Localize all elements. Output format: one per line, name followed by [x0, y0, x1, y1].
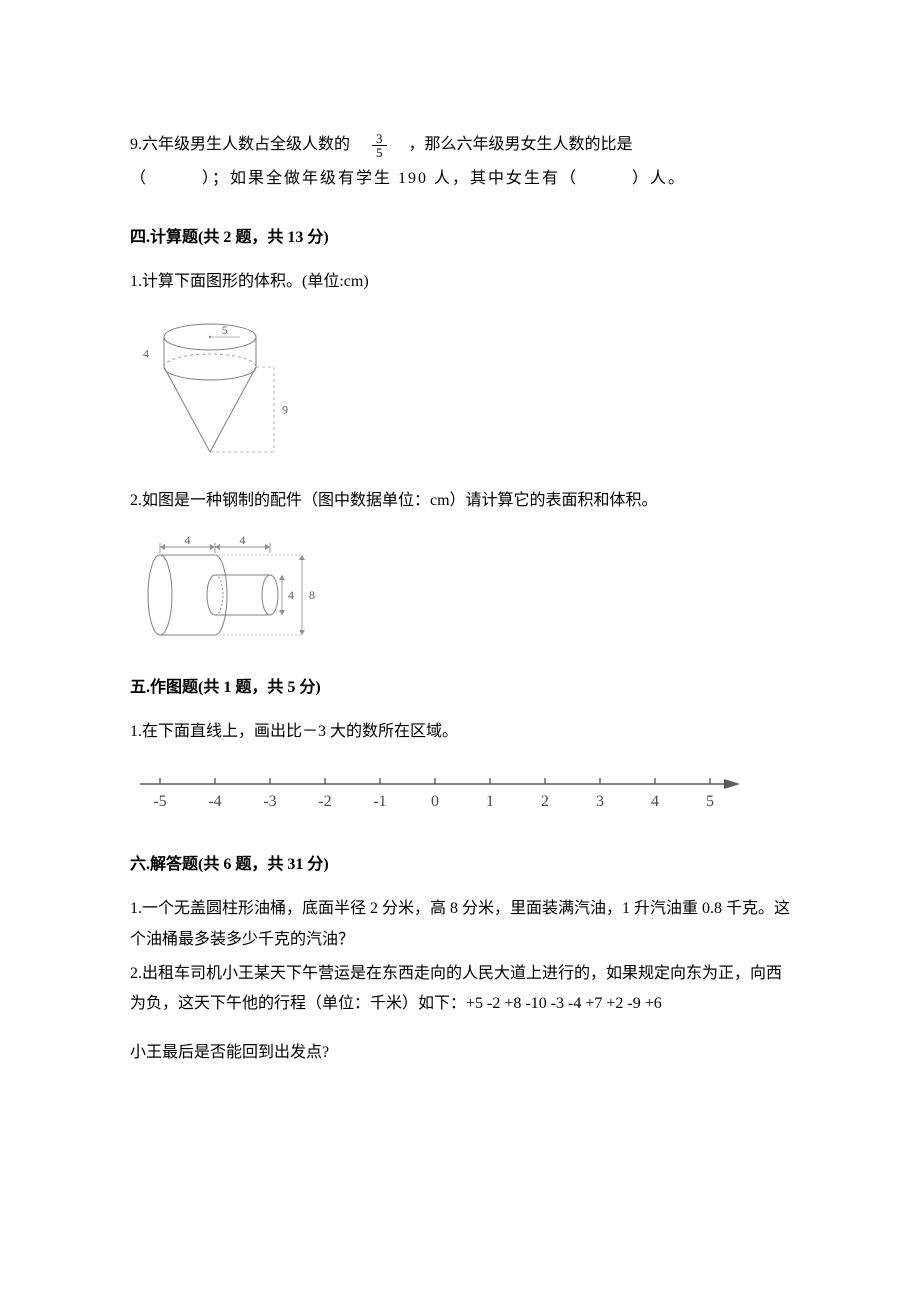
- svg-text:-5: -5: [153, 793, 166, 810]
- svg-text:5: 5: [222, 323, 228, 337]
- svg-text:-1: -1: [373, 793, 386, 810]
- q3-9-line2: （ ）；如果全做年级有学生 190 人，其中女生有（ ）人。: [130, 164, 790, 194]
- s4-fig2: 4 4 4 8: [130, 530, 790, 645]
- svg-text:-4: -4: [208, 793, 221, 810]
- svg-text:3: 3: [596, 793, 604, 810]
- section6-heading: 六.解答题(共 6 题，共 31 分): [130, 850, 790, 880]
- svg-text:4: 4: [185, 533, 191, 547]
- svg-text:4: 4: [288, 588, 294, 602]
- svg-text:4: 4: [143, 346, 149, 360]
- s5-q1: 1.在下面直线上，画出比－3 大的数所在区域。: [130, 717, 790, 747]
- svg-text:4: 4: [240, 533, 246, 547]
- s4-q2: 2.如图是一种钢制的配件（图中数据单位：cm）请计算它的表面积和体积。: [130, 486, 790, 516]
- svg-text:-3: -3: [263, 793, 276, 810]
- svg-text:5: 5: [706, 793, 714, 810]
- section4-heading: 四.计算题(共 2 题，共 13 分): [130, 223, 790, 253]
- q3-9-line1: 9.六年级男生人数占全级人数的 3 5 ，那么六年级男女生人数的比是: [130, 130, 790, 160]
- svg-text:8: 8: [309, 588, 315, 602]
- svg-text:-2: -2: [318, 793, 331, 810]
- numberline-wrap: -5 -4 -3 -2 -1 0 1 2 3 4 5: [130, 762, 790, 822]
- fraction-3-5: 3 5: [372, 132, 387, 159]
- svg-text:1: 1: [486, 793, 494, 810]
- svg-text:0: 0: [431, 793, 439, 810]
- svg-text:4: 4: [651, 793, 659, 810]
- steel-part-figure: 4 4 4 8: [130, 530, 320, 645]
- number-line: -5 -4 -3 -2 -1 0 1 2 3 4 5: [130, 762, 750, 822]
- svg-text:2: 2: [541, 793, 549, 810]
- q3-9-pre: 9.六年级男生人数占全级人数的: [130, 136, 350, 153]
- s6-q1: 1.一个无盖圆柱形油桶，底面半径 2 分米，高 8 分米，里面装满汽油，1 升汽…: [130, 894, 790, 955]
- fraction-num: 3: [372, 132, 387, 146]
- cone-cylinder-figure: 5 4 9: [130, 312, 300, 472]
- s6-q2a: 2.出租车司机小王某天下午营运是在东西走向的人民大道上进行的，如果规定向东为正，…: [130, 959, 790, 1020]
- s4-fig1: 5 4 9: [130, 312, 790, 472]
- s6-q2b: 小王最后是否能回到出发点?: [130, 1038, 790, 1068]
- svg-text:9: 9: [282, 402, 288, 416]
- q3-9-mid: ，那么六年级男女生人数的比是: [409, 136, 633, 153]
- section5-heading: 五.作图题(共 1 题，共 5 分): [130, 673, 790, 703]
- s4-q1: 1.计算下面图形的体积。(单位:cm): [130, 267, 790, 297]
- fraction-den: 5: [372, 146, 387, 159]
